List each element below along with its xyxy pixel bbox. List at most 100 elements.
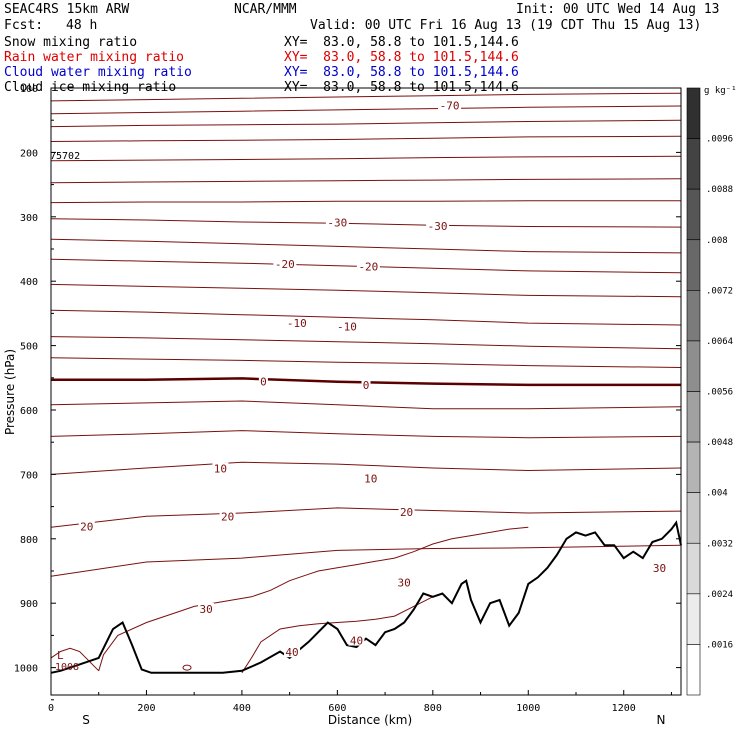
isotherm-label: -70 [440, 99, 460, 112]
isotherm-label: 0 [260, 376, 267, 389]
y-tick-label: 1000 [14, 664, 38, 675]
low-value: 1008 [55, 662, 79, 673]
isotherm-line [50, 336, 682, 350]
y-tick-label: 400 [20, 277, 38, 288]
isotherm-labels: -70 -30 -30 -20 -20 -10 -10 0 0 10 10 20 20 20 30 30 30 4… [78, 99, 668, 659]
isotherm-label: 20 [400, 506, 413, 519]
isotherm-label-bg [398, 505, 415, 517]
x-tick-label: 800 [424, 703, 442, 714]
isotherm-line [50, 430, 682, 439]
x-tick-label: 200 [137, 703, 155, 714]
field-xy-snow: XY= 83.0, 58.8 to 101.5,144.6 [284, 35, 519, 50]
colorbar-segment [686, 391, 701, 443]
colorbar-tick-label: .0064 [706, 337, 733, 347]
contour-40-south [50, 647, 100, 672]
y-tick-label: 800 [20, 535, 38, 546]
isotherm-line [50, 357, 682, 368]
colorbar-tick-label: .0096 [706, 135, 733, 145]
colorbar-tick-label: .0024 [706, 590, 733, 600]
isotherm-line [50, 400, 682, 410]
y-tick-label: 900 [20, 599, 38, 610]
y-tick-label: 200 [20, 148, 38, 159]
isotherm-line [50, 218, 682, 228]
colorbar: .0016 .0024 .0032 .004 .0048 .0056 .0064 .0072.… [686, 87, 733, 696]
isotherm-label-bg [198, 602, 215, 614]
field-xy-cloudwater: XY= 83.0, 58.8 to 101.5,144.6 [284, 65, 519, 80]
field-name-rain: Rain water mixing ratio [4, 50, 185, 65]
isotherm-label-bg [396, 576, 413, 588]
station-label: 75702 [50, 151, 80, 162]
y-axis-label: Pressure (hPa) [3, 349, 17, 435]
colorbar-segment [686, 290, 701, 342]
contour-30 [98, 526, 529, 671]
x-tick-label: 1200 [612, 703, 636, 714]
isotherm-line [50, 544, 682, 577]
y-tick-label: 600 [20, 406, 38, 417]
isotherm-line [50, 200, 681, 204]
field-name-cloudwater: Cloud water mixing ratio [4, 65, 192, 80]
isotherm-line [50, 105, 682, 115]
colorbar-segment [686, 138, 701, 190]
isotherm-line [50, 119, 682, 128]
isotherm-label-bg [426, 219, 450, 231]
isotherm-line [50, 135, 682, 142]
x-axis-ticks: 0 200 400 600 800 1000 1200 [48, 690, 672, 714]
colorbar-segment [686, 188, 701, 241]
isotherm-contours [50, 92, 682, 577]
field-name-snow: Snow mixing ratio [4, 35, 138, 50]
isotherm-line [50, 309, 682, 326]
isotherm-label-bg [212, 462, 229, 474]
x-tick-label: 0 [48, 703, 54, 714]
isotherm-label: 20 [221, 510, 234, 523]
isotherm-label: -20 [275, 258, 295, 271]
y-tick-label: 500 [20, 342, 38, 353]
colorbar-segment [686, 593, 701, 645]
y-tick-label: 300 [20, 213, 38, 224]
x-tick-label: 400 [233, 703, 251, 714]
isotherm-label: 30 [653, 562, 666, 575]
isotherm-line [50, 461, 682, 475]
isotherm-label: 20 [80, 521, 93, 534]
colorbar-segment [686, 87, 701, 139]
colorbar-segment [686, 542, 701, 595]
isotherm-label: -10 [337, 320, 357, 333]
colorbar-segment [686, 441, 701, 493]
isotherm-label: 40 [350, 635, 363, 648]
isotherm-label-bg [651, 561, 668, 573]
y-tick-label: 700 [20, 470, 38, 481]
contour-small-closed [182, 664, 192, 671]
colorbar-tick-label: .0072 [706, 286, 733, 296]
isotherm-label-bg [362, 472, 379, 484]
init-label: Init: 00 UTC Wed 14 Aug 13 [516, 2, 720, 17]
isotherm-label-bg [258, 375, 268, 387]
south-label: S [82, 713, 90, 727]
isotherm-label: -10 [287, 317, 307, 330]
colorbar-tick-label: .0056 [706, 388, 733, 398]
field-xy-rain: XY= 83.0, 58.8 to 101.5,144.6 [284, 50, 519, 65]
isotherm-line [50, 258, 682, 274]
fcst-value: 48 h [66, 18, 98, 33]
low-label: L [57, 649, 64, 662]
colorbar-tick-label: .0088 [706, 185, 733, 195]
isotherm-line [50, 92, 682, 102]
isotherm-label-bg [284, 646, 301, 658]
isotherm-label: 0 [363, 379, 370, 392]
isotherm-label: 30 [398, 577, 411, 590]
plot-frame [50, 87, 682, 696]
isotherm-label-bg [273, 257, 297, 269]
isotherm-label: 40 [285, 646, 298, 659]
isotherm-line [50, 155, 682, 162]
valid-label: Valid: 00 UTC Fri 16 Aug 13 (19 CDT Thu … [310, 18, 702, 33]
x-tick-label: 600 [328, 703, 346, 714]
isotherm-label-bg [335, 320, 359, 332]
y-tick-label: 100 [20, 84, 38, 95]
isotherm-label: 30 [199, 603, 212, 616]
isotherm-zero [51, 377, 681, 387]
isotherm-label-bg [438, 99, 462, 111]
isotherm-line [50, 178, 682, 184]
colorbar-tick-label: .0016 [706, 640, 733, 650]
isotherm-line [50, 283, 682, 298]
x-axis-label: Distance (km) [328, 713, 412, 727]
colorbar-tick-label: .004 [706, 489, 728, 499]
isotherm-label: -20 [358, 260, 378, 273]
